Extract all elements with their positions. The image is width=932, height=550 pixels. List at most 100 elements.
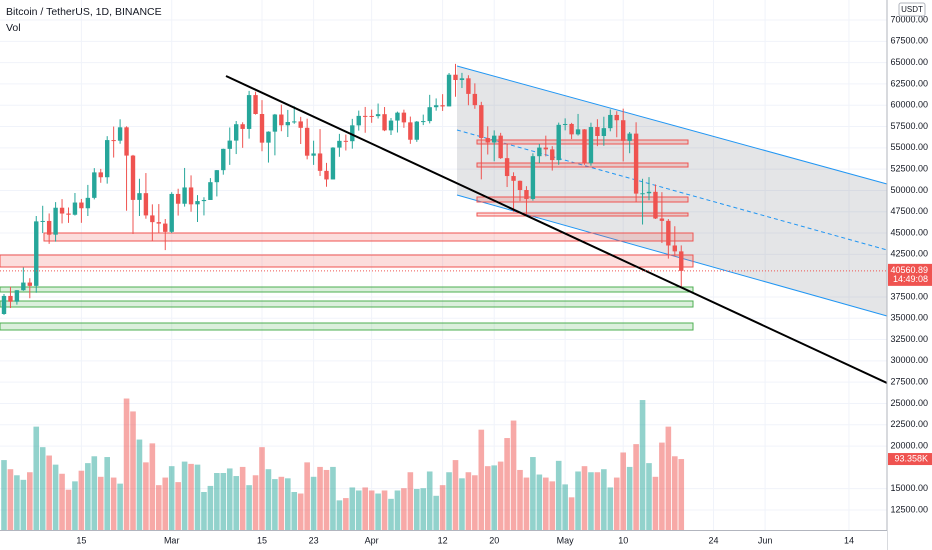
volume-bar <box>220 473 227 530</box>
volume-bar <box>181 461 188 530</box>
volume-bar <box>272 479 278 530</box>
volume-tag <box>888 453 932 466</box>
candle-body <box>14 290 20 302</box>
y-tick-label: 12500.00 <box>890 504 928 514</box>
volume-bar <box>33 426 40 530</box>
candle-body <box>440 105 445 107</box>
volume-bar <box>239 466 246 530</box>
candle-body <box>427 107 432 122</box>
candle-body <box>337 140 342 148</box>
y-tick-label: 67500.00 <box>890 36 928 46</box>
candle-body <box>356 115 361 126</box>
candle-body <box>311 153 316 156</box>
y-tick-label: 35000.00 <box>890 313 928 323</box>
volume-bar <box>310 476 317 530</box>
candle-body <box>621 120 626 141</box>
time-axis <box>0 530 887 550</box>
volume-bar <box>594 472 601 530</box>
candle-body <box>85 197 91 209</box>
candle-body <box>659 218 665 221</box>
volume-label: 93.358K <box>894 453 928 463</box>
candle-body <box>414 121 419 140</box>
candle-body <box>34 221 39 286</box>
volume-bar <box>130 411 136 530</box>
volume-bar <box>497 461 504 530</box>
candle-body <box>395 112 400 121</box>
volume-bar <box>452 460 459 530</box>
channel-top <box>456 65 888 185</box>
candle-body <box>453 74 458 81</box>
candle-body <box>330 147 336 180</box>
volume-bar <box>156 485 162 530</box>
x-tick-label: 15 <box>76 535 86 545</box>
trend-line <box>225 75 888 384</box>
candle-body <box>240 124 245 129</box>
candle-body <box>446 74 452 107</box>
candle-body <box>569 123 574 135</box>
volume-bar <box>568 497 575 530</box>
volume-bar <box>104 457 110 530</box>
volume-bar <box>59 473 65 530</box>
volume-bar <box>510 420 517 530</box>
volume-bar <box>659 442 665 530</box>
support-zone <box>0 322 694 331</box>
candle-body <box>266 131 271 143</box>
volume-bar <box>549 481 556 530</box>
candle-body <box>492 135 497 143</box>
candle-body <box>679 251 684 271</box>
candle-body <box>498 135 503 159</box>
y-tick-label: 42500.00 <box>890 249 928 259</box>
candle-body <box>253 95 258 115</box>
candle-body <box>375 114 381 117</box>
volume-bar <box>388 498 394 530</box>
candle-body <box>221 148 226 171</box>
candle-body <box>188 187 194 205</box>
candle-body <box>150 215 155 223</box>
candle-body <box>208 182 213 200</box>
volume-bar <box>439 485 446 530</box>
candles <box>1 63 684 315</box>
volume-bar <box>504 438 510 530</box>
volume-bar <box>626 466 633 530</box>
candle-body <box>324 170 329 180</box>
y-tick-label: 62500.00 <box>890 78 928 88</box>
candle-body <box>59 207 65 214</box>
candle-body <box>601 128 607 136</box>
candle-body <box>156 222 161 224</box>
candle-body <box>550 149 555 161</box>
volume-bar <box>149 443 156 530</box>
volume-bar <box>7 469 14 530</box>
volume-bar <box>530 457 536 530</box>
candle-body <box>633 133 639 194</box>
candle-body <box>608 114 613 129</box>
volume-bar <box>620 452 626 530</box>
candle-body <box>21 282 26 291</box>
candle-body <box>363 115 368 117</box>
candle-body <box>304 127 310 156</box>
candle-body <box>517 180 523 191</box>
volume-bar <box>291 492 298 530</box>
volume-bar <box>336 500 343 530</box>
y-tick-label: 55000.00 <box>890 142 928 152</box>
candle-body <box>175 193 181 204</box>
candle-body <box>524 190 529 199</box>
candle-body <box>53 207 58 235</box>
volume-bar <box>401 488 407 530</box>
candle-body <box>169 193 174 232</box>
last-price-tag <box>888 263 932 286</box>
volume-bar <box>188 463 194 530</box>
volume-bar <box>175 482 181 530</box>
volume-bar <box>375 493 381 530</box>
y-tick-label: 25000.00 <box>890 398 928 408</box>
volume-bar <box>214 473 220 530</box>
candle-body <box>388 120 394 131</box>
x-tick-label: 24 <box>708 535 718 545</box>
candle-body <box>214 170 220 183</box>
volume-bar <box>601 469 607 530</box>
candle-body <box>382 114 387 131</box>
volume-bar <box>665 426 672 530</box>
volume-bar <box>420 488 427 530</box>
x-tick-label: Apr <box>365 535 379 545</box>
volume-bar <box>613 477 620 530</box>
